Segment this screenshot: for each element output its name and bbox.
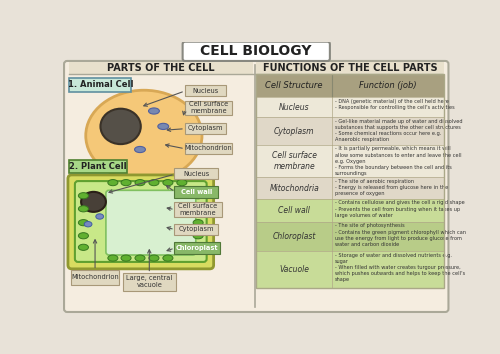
Text: Nucleus: Nucleus	[279, 103, 310, 112]
Bar	[256, 251, 444, 288]
Ellipse shape	[158, 123, 168, 130]
Ellipse shape	[135, 179, 145, 186]
Bar	[256, 97, 444, 117]
FancyBboxPatch shape	[106, 190, 196, 255]
Text: Cell surface
membrane: Cell surface membrane	[188, 102, 228, 114]
Text: - DNA (genetic material) of the cell held here
- Responsible for controlling the: - DNA (genetic material) of the cell hel…	[334, 99, 454, 110]
Ellipse shape	[78, 193, 88, 199]
Text: Cytoplasm: Cytoplasm	[188, 125, 223, 131]
Text: CELL BIOLOGY: CELL BIOLOGY	[200, 44, 312, 58]
Text: Mitochondrion: Mitochondrion	[184, 145, 232, 152]
Text: PARTS OF THE CELL: PARTS OF THE CELL	[107, 63, 214, 73]
Ellipse shape	[108, 179, 118, 186]
Ellipse shape	[163, 179, 173, 186]
Bar	[256, 222, 444, 251]
Text: Vacuole: Vacuole	[279, 265, 309, 274]
Text: Nucleus: Nucleus	[192, 87, 218, 93]
Bar	[256, 74, 444, 288]
Ellipse shape	[193, 233, 203, 239]
Text: Nucleus: Nucleus	[183, 171, 210, 177]
FancyBboxPatch shape	[174, 169, 218, 179]
Text: Cell wall: Cell wall	[180, 189, 212, 195]
Text: - It is partially permeable, which means it will
allow some substances to enter : - It is partially permeable, which means…	[334, 147, 461, 176]
Ellipse shape	[121, 255, 131, 261]
Text: Large, central
vacuole: Large, central vacuole	[126, 275, 172, 289]
Ellipse shape	[193, 193, 203, 199]
Ellipse shape	[193, 206, 203, 212]
FancyBboxPatch shape	[174, 186, 218, 198]
FancyBboxPatch shape	[184, 101, 232, 115]
Ellipse shape	[108, 255, 118, 261]
Ellipse shape	[193, 219, 203, 226]
Text: 2. Plant Cell: 2. Plant Cell	[70, 162, 127, 171]
Text: Cell surface
membrane: Cell surface membrane	[272, 152, 316, 171]
Ellipse shape	[100, 109, 141, 144]
Ellipse shape	[81, 192, 106, 212]
Text: Mitochondrion: Mitochondrion	[71, 274, 119, 280]
Bar	[256, 62, 444, 74]
Ellipse shape	[177, 179, 187, 186]
Ellipse shape	[78, 206, 88, 212]
FancyBboxPatch shape	[174, 224, 218, 235]
Ellipse shape	[193, 244, 203, 250]
Bar	[256, 199, 444, 222]
Text: - The site of aerobic respiration
- Energy is released from glucose here in the
: - The site of aerobic respiration - Ener…	[334, 179, 448, 196]
Text: Mitochondria: Mitochondria	[270, 183, 319, 193]
Text: - Storage of water and dissolved nutrients e.g.
sugar
- When filled with water c: - Storage of water and dissolved nutrien…	[334, 253, 464, 282]
FancyBboxPatch shape	[72, 270, 118, 285]
FancyBboxPatch shape	[184, 85, 226, 96]
Text: FUNCTIONS OF THE CELL PARTS: FUNCTIONS OF THE CELL PARTS	[262, 63, 438, 73]
Ellipse shape	[149, 255, 159, 261]
Text: - Contains cellulose and gives the cell a rigid shape
- Prevents the cell from b: - Contains cellulose and gives the cell …	[334, 200, 464, 218]
Ellipse shape	[84, 222, 92, 227]
Ellipse shape	[78, 244, 88, 250]
FancyBboxPatch shape	[184, 143, 232, 154]
FancyBboxPatch shape	[174, 202, 222, 217]
Ellipse shape	[134, 147, 145, 153]
Text: Chloroplast: Chloroplast	[176, 245, 218, 251]
Bar	[256, 74, 444, 97]
Ellipse shape	[148, 108, 160, 114]
FancyBboxPatch shape	[122, 273, 176, 291]
Text: 1. Animal Cell: 1. Animal Cell	[68, 80, 133, 89]
FancyBboxPatch shape	[68, 175, 214, 269]
Text: - Gel-like material made up of water and dissolved
substances that supports the : - Gel-like material made up of water and…	[334, 119, 462, 142]
Ellipse shape	[121, 179, 131, 186]
Bar	[256, 177, 444, 199]
Bar	[68, 62, 253, 74]
FancyBboxPatch shape	[64, 61, 448, 312]
Text: - The site of photosynthesis
- Contains the green pigment chlorophyll which can
: - The site of photosynthesis - Contains …	[334, 223, 466, 247]
Ellipse shape	[96, 214, 104, 219]
Ellipse shape	[135, 255, 145, 261]
Ellipse shape	[78, 219, 88, 226]
FancyBboxPatch shape	[184, 123, 226, 134]
Ellipse shape	[163, 255, 173, 261]
Bar	[256, 145, 444, 177]
Text: Chloroplast: Chloroplast	[272, 232, 316, 241]
Text: Cytoplasm: Cytoplasm	[178, 226, 214, 232]
FancyBboxPatch shape	[70, 78, 132, 92]
Bar	[256, 117, 444, 145]
Text: Function (job): Function (job)	[359, 81, 417, 90]
Text: Cell wall: Cell wall	[278, 206, 310, 215]
FancyBboxPatch shape	[174, 242, 220, 254]
Text: Cytoplasm: Cytoplasm	[274, 126, 314, 136]
FancyBboxPatch shape	[182, 42, 330, 61]
Ellipse shape	[149, 179, 159, 186]
Text: Cell surface
membrane: Cell surface membrane	[178, 203, 218, 216]
Ellipse shape	[86, 90, 202, 181]
Text: Cell Structure: Cell Structure	[266, 81, 323, 90]
Ellipse shape	[78, 233, 88, 239]
FancyBboxPatch shape	[70, 160, 127, 173]
FancyBboxPatch shape	[75, 181, 206, 262]
